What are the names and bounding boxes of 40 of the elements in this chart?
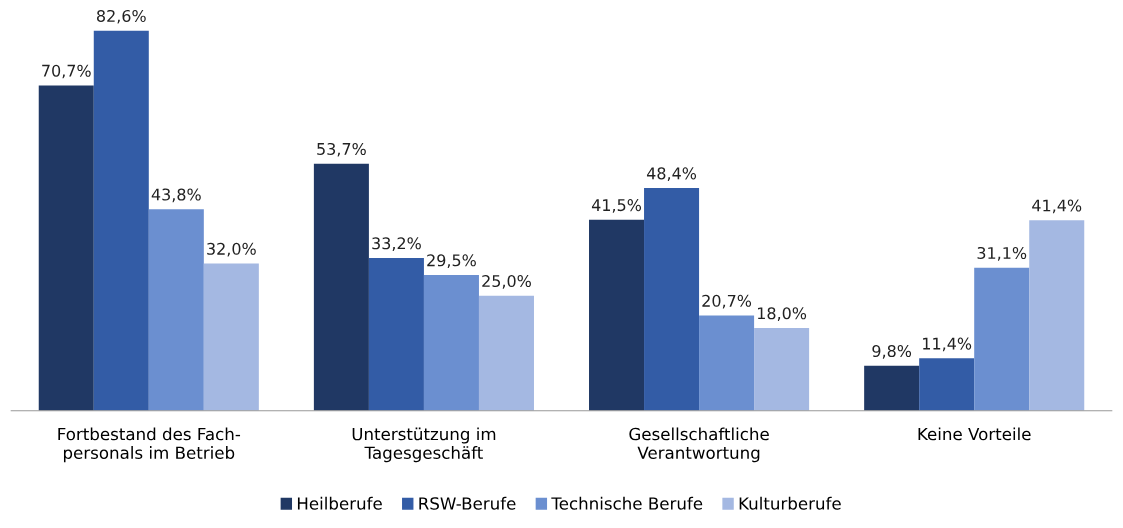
data-label: 31,1% (977, 246, 1027, 261)
bar (644, 188, 700, 411)
bar (313, 163, 369, 411)
bar (93, 30, 149, 411)
x-tick-label: Gesellschaftliche Verantwortung (629, 427, 769, 463)
legend-label: Kulturberufe (739, 496, 841, 510)
data-label: 82,6% (97, 9, 146, 24)
legend-label: Technische Berufe (551, 496, 703, 510)
bar (368, 257, 424, 411)
bar (589, 219, 645, 411)
legend-label: Heilberufe (297, 496, 382, 510)
x-tick-label: Fortbestand des Fach- personals im Betrieb (58, 427, 241, 463)
x-tick-label: Unterstützung im Tagesgeschäft (352, 427, 496, 463)
bar (203, 263, 259, 411)
data-label: 48,4% (646, 167, 697, 182)
data-label: 29,5% (427, 254, 476, 268)
data-label: 41,5% (591, 199, 642, 213)
bar (974, 267, 1030, 411)
data-label: 11,4% (923, 337, 972, 352)
data-label: 32,0% (207, 242, 256, 257)
data-label: 9,8% (872, 344, 912, 359)
data-label: 25,0% (482, 274, 531, 289)
legend-label: RSW-Berufe (419, 496, 516, 510)
data-label: 33,2% (372, 237, 421, 251)
bar (919, 358, 975, 411)
data-label: 41,4% (1032, 199, 1082, 214)
bar (478, 295, 534, 411)
bar (864, 365, 920, 411)
bar (423, 275, 479, 411)
data-label: 70,7% (42, 64, 91, 79)
bar (148, 209, 204, 411)
data-label: 53,7% (317, 142, 366, 157)
x-tick-label: Keine Vorteile (918, 427, 1031, 441)
bar (699, 315, 755, 411)
data-label: 20,7% (702, 294, 752, 309)
bar (1029, 220, 1085, 411)
data-label: 18,0% (757, 307, 807, 321)
data-label: 43,8% (151, 188, 201, 203)
bar (754, 327, 810, 411)
bar (38, 85, 94, 411)
